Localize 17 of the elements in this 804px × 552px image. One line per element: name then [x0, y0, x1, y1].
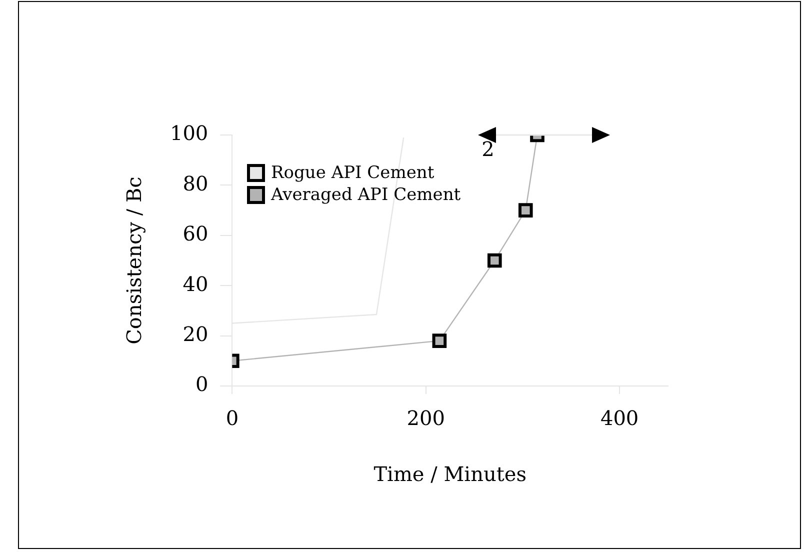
- legend-label: Averaged API Cement: [271, 185, 461, 205]
- y-tick-label: 100: [170, 121, 208, 146]
- y-tick-label: 0: [195, 372, 208, 396]
- legend-label: Rogue API Cement: [271, 163, 434, 183]
- point: [432, 334, 447, 348]
- point: [487, 253, 502, 268]
- y-axis-title: Consistency / Bc: [122, 176, 146, 344]
- y-tick-label: 80: [182, 171, 208, 196]
- y-tick-label: 20: [182, 322, 208, 346]
- x-tick-label: 200: [406, 406, 445, 430]
- annotation: 2: [482, 137, 494, 162]
- x-tick-label: 0: [226, 406, 239, 430]
- y-tick-label: 60: [182, 222, 208, 246]
- y-tick-label: 40: [182, 272, 208, 296]
- x-tick-label: 400: [600, 406, 639, 430]
- x-axis-title: Time / Minutes: [374, 462, 526, 486]
- point: [518, 203, 533, 218]
